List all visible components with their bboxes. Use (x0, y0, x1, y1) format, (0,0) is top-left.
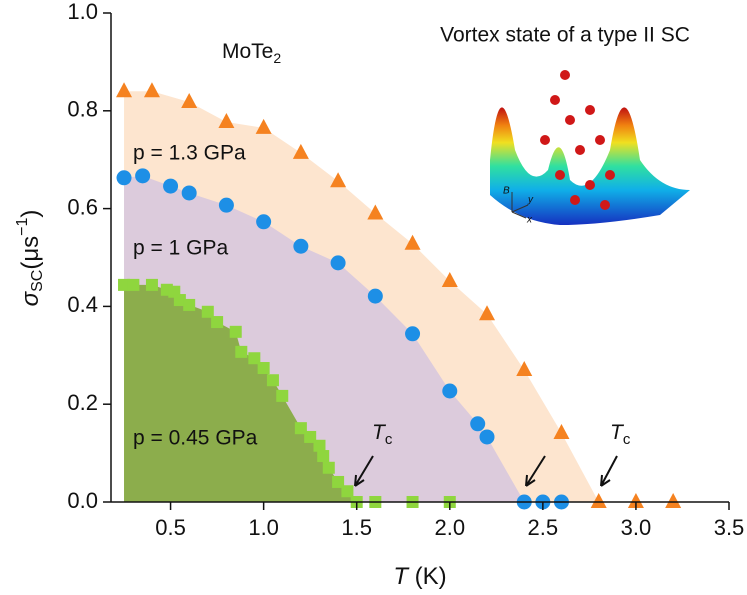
point (135, 168, 151, 184)
material-label: MoTe2 (222, 40, 281, 66)
point (218, 113, 235, 129)
y-label-sub: SC (29, 270, 46, 292)
point (293, 238, 309, 254)
x-tick-label: 1.0 (248, 515, 279, 540)
point (255, 118, 272, 134)
point (553, 424, 570, 440)
point (292, 143, 309, 159)
point (441, 271, 458, 287)
point (313, 439, 326, 452)
point (143, 82, 160, 98)
point (181, 185, 197, 201)
point (404, 234, 421, 250)
tc-sub: c (623, 431, 631, 448)
y-label-main: σ (17, 290, 44, 306)
point (163, 178, 179, 194)
point (256, 214, 272, 230)
point (266, 374, 279, 387)
y-label-end: ) (17, 210, 44, 218)
point (665, 493, 682, 508)
x-tick-label: 2.0 (434, 515, 465, 540)
y-tick-label: 0.2 (67, 390, 98, 415)
point (405, 326, 421, 342)
tc-arrow (525, 455, 546, 487)
y-tick-label: 0.4 (67, 292, 98, 317)
tc-arrow (600, 455, 618, 487)
y-tick-label: 0.8 (67, 97, 98, 122)
point (330, 255, 346, 271)
x-tick-label: 1.5 (341, 515, 372, 540)
series-label: p = 1.3 GPa (133, 142, 246, 165)
x-tick-label: 3.0 (621, 515, 652, 540)
point (229, 325, 242, 338)
inset-axis-label: x (526, 215, 533, 226)
point (257, 362, 270, 375)
point (479, 429, 495, 445)
y-axis-label: σSC(μs−1) (14, 210, 46, 307)
point (181, 92, 198, 108)
vortex-spins (540, 70, 615, 210)
vortex-surface (490, 107, 690, 225)
point (442, 383, 458, 399)
x-tick-label: 3.5 (714, 515, 745, 540)
point (479, 305, 496, 321)
chart-title: Vortex state of a type II SC (440, 24, 690, 47)
point (116, 82, 133, 98)
series-label: p = 0.45 GPa (133, 427, 258, 450)
point (332, 475, 345, 488)
y-label-sup: −1 (14, 218, 31, 236)
point (516, 360, 533, 376)
x-tick-label: 0.5 (155, 515, 186, 540)
point (201, 305, 214, 318)
point (276, 389, 289, 402)
tc-label: Tc (610, 421, 631, 448)
series-area (124, 284, 450, 502)
tc-sub: c (385, 431, 393, 448)
point (145, 278, 158, 291)
inset-axes (511, 192, 529, 219)
y-tick-label: 0.0 (67, 488, 98, 513)
y-tick-label: 1.0 (67, 0, 98, 24)
x-axis-label: T (K) (393, 563, 446, 590)
inset-axis-label: y (527, 195, 534, 206)
y-tick-label: 0.6 (67, 194, 98, 219)
point (590, 493, 607, 508)
inset-axis-label: B (503, 186, 510, 197)
point (173, 294, 186, 307)
point (211, 316, 224, 329)
tc-main: T (610, 421, 625, 444)
point (367, 204, 384, 220)
material-text: MoTe (222, 40, 273, 63)
x-label-main: T (393, 563, 410, 590)
x-tick-label: 2.5 (528, 515, 559, 540)
point (304, 430, 317, 443)
inset-image: B y x (490, 70, 690, 226)
point (235, 345, 248, 358)
material-sub: 2 (273, 50, 281, 66)
point (322, 461, 335, 474)
point (118, 278, 131, 291)
point (317, 450, 330, 463)
series-label: p = 1 GPa (133, 237, 228, 260)
point (127, 278, 140, 291)
y-label-unit: (μs (17, 236, 44, 270)
point (183, 298, 196, 311)
tc-arrow (354, 455, 374, 487)
point (330, 172, 347, 188)
x-label-unit: (K) (408, 563, 447, 590)
point (627, 493, 644, 508)
tc-label: Tc (372, 421, 393, 448)
point (470, 416, 486, 432)
point (367, 288, 383, 304)
point (116, 170, 132, 186)
point (294, 422, 307, 435)
point (218, 197, 234, 213)
point (248, 352, 261, 365)
point (341, 485, 354, 498)
tc-main: T (372, 421, 387, 444)
